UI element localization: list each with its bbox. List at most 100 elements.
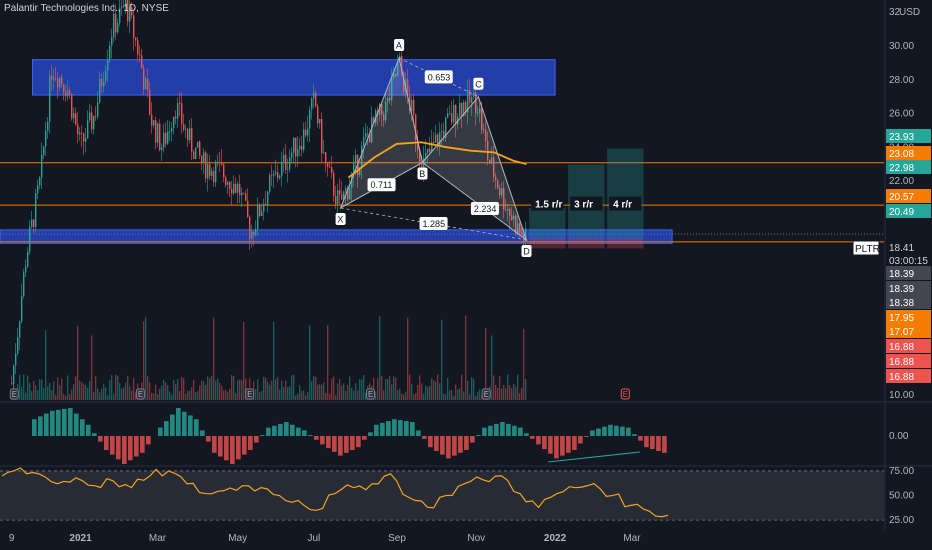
oscillator-bar	[158, 427, 163, 436]
volume-bar	[197, 391, 199, 400]
rr-label: 4 r/r	[613, 200, 632, 211]
candle	[303, 129, 305, 150]
price-label: 17.95	[889, 313, 914, 324]
candle	[285, 154, 287, 170]
oscillator-bar	[548, 436, 553, 454]
candle	[283, 154, 285, 162]
oscillator-bar	[86, 424, 91, 436]
oscillator-bar	[572, 436, 577, 450]
oscillator-bar	[176, 408, 181, 436]
candle	[249, 216, 251, 239]
volume-bar	[417, 385, 419, 400]
oscillator-bar	[452, 436, 457, 456]
candle	[275, 172, 277, 174]
candle	[127, 0, 129, 22]
oscillator-bar	[596, 428, 601, 436]
volume-bar	[387, 378, 389, 400]
volume-bar	[353, 390, 355, 400]
candle	[395, 73, 397, 76]
candle	[251, 231, 253, 239]
price-label: 20.49	[889, 207, 914, 218]
oscillator-bar	[344, 436, 349, 453]
oscillator-bar	[218, 436, 223, 457]
ratio-label: 2.234	[474, 204, 497, 214]
volume-bar	[115, 374, 117, 400]
candle	[491, 157, 493, 164]
volume-bar	[47, 386, 49, 400]
volume-bar	[215, 380, 217, 400]
oscillator-bar	[584, 436, 589, 437]
candle	[505, 209, 507, 211]
candle	[209, 164, 211, 176]
oscillator-bar	[302, 430, 307, 436]
volume-bar	[277, 377, 279, 400]
candle	[387, 97, 389, 102]
candle	[179, 103, 181, 104]
volume-bar	[157, 394, 159, 400]
volume-bar	[113, 394, 115, 400]
candle	[289, 157, 291, 170]
candle	[441, 131, 443, 133]
volume-bar	[509, 385, 511, 400]
volume-bar	[203, 381, 205, 400]
oscillator-bar	[524, 433, 529, 436]
volume-bar	[95, 376, 97, 400]
volume-bar	[163, 379, 165, 400]
volume-bar	[241, 380, 243, 400]
candle	[237, 183, 239, 193]
volume-bar	[143, 321, 145, 400]
volume-bar	[317, 384, 319, 400]
oscillator-bar	[602, 426, 607, 436]
volume-bar	[433, 380, 435, 400]
candle	[507, 208, 509, 211]
candle	[29, 226, 31, 252]
ticker-tag-bg	[852, 240, 880, 256]
candle	[199, 141, 201, 156]
candle	[349, 187, 351, 200]
candle	[201, 155, 203, 163]
candle	[151, 114, 153, 126]
volume-bar	[29, 382, 31, 400]
candle	[321, 118, 323, 154]
oscillator-bar	[284, 422, 289, 436]
volume-bar	[505, 388, 507, 400]
candle	[371, 117, 373, 143]
candle	[41, 154, 43, 178]
volume-bar	[307, 392, 309, 400]
candle	[383, 114, 385, 121]
oscillator-bar	[512, 425, 517, 436]
candle	[277, 172, 279, 179]
candle	[87, 120, 89, 139]
volume-bar	[459, 388, 461, 400]
volume-bar	[477, 391, 479, 400]
volume-bar	[223, 390, 225, 400]
candle	[331, 167, 333, 174]
rr-label-bg	[531, 196, 564, 211]
volume-bar	[481, 394, 483, 400]
volume-bar	[55, 395, 57, 400]
volume-bar	[281, 380, 283, 400]
price-label-bg	[886, 369, 931, 383]
volume-bar	[393, 376, 395, 400]
candle	[203, 152, 205, 163]
candle	[499, 188, 501, 196]
volume-bar	[409, 374, 411, 400]
candle	[55, 78, 57, 79]
candle	[339, 190, 341, 195]
candle	[121, 6, 123, 8]
candle	[419, 149, 421, 162]
volume-bar	[79, 380, 81, 400]
candle	[347, 188, 349, 200]
candle	[467, 89, 469, 113]
candle	[329, 166, 331, 168]
volume-bar	[397, 390, 399, 400]
volume-bar	[179, 390, 181, 400]
volume-bar	[271, 380, 273, 400]
oscillator-bar	[650, 436, 655, 450]
candle	[185, 129, 187, 130]
price-tick: 10.00	[889, 390, 914, 401]
candle	[17, 337, 19, 354]
candle	[217, 162, 219, 163]
oscillator-bar	[206, 436, 211, 442]
